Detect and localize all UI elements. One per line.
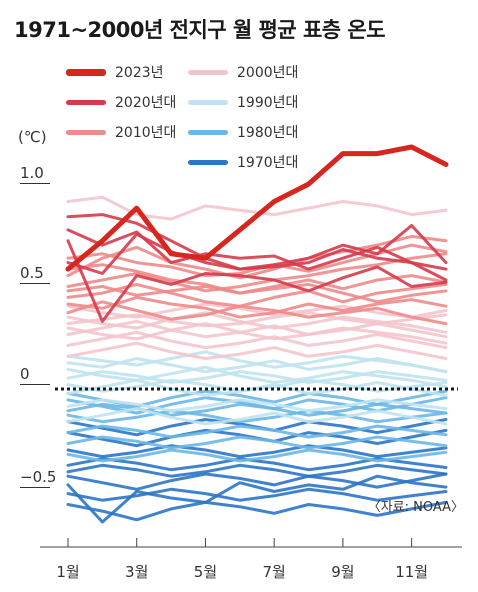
series-line-17 bbox=[66, 330, 448, 350]
legend-label-2010s: 2010년대 bbox=[115, 125, 177, 141]
series-line-14 bbox=[66, 319, 448, 339]
series-line-30 bbox=[66, 409, 448, 424]
series-line-10 bbox=[66, 263, 448, 295]
series-line-9 bbox=[66, 295, 448, 319]
legend-swatch-2020s bbox=[66, 99, 106, 105]
series-line-8 bbox=[66, 282, 448, 308]
legend-label-1980s: 1980년대 bbox=[237, 125, 299, 141]
x-tick-label-1: 3월 bbox=[125, 563, 148, 581]
legend-swatch-2000s bbox=[188, 69, 228, 75]
legend-label-2000s: 2000년대 bbox=[237, 65, 299, 81]
series-line-27 bbox=[66, 407, 448, 426]
x-tick-label-5: 11월 bbox=[395, 563, 428, 581]
series-line-21 bbox=[66, 357, 448, 374]
legend-item-1980s: 1980년대 bbox=[188, 122, 298, 142]
legend-item-1970s: 1970년대 bbox=[188, 152, 298, 172]
legend-label-1990s: 1990년대 bbox=[237, 95, 299, 111]
legend-swatch-2010s bbox=[66, 129, 106, 135]
y-tick-1-0: 1.0 bbox=[20, 164, 50, 184]
series-line-3 bbox=[66, 239, 448, 323]
x-tick-label-0: 1월 bbox=[56, 563, 79, 581]
series-line-40 bbox=[66, 487, 448, 502]
series-line-37 bbox=[66, 444, 448, 459]
legend-item-1990s: 1990년대 bbox=[188, 92, 298, 112]
series-line-44 bbox=[66, 463, 448, 478]
series-line-13 bbox=[66, 311, 448, 328]
series-line-7 bbox=[66, 252, 448, 293]
legend-swatch-1980s bbox=[188, 129, 228, 135]
legend-item-2023: 2023년 bbox=[66, 62, 164, 82]
legend-swatch-1970s bbox=[188, 159, 228, 165]
series-line-39 bbox=[66, 472, 448, 491]
series-line-32 bbox=[66, 389, 448, 408]
series-line-29 bbox=[66, 396, 448, 415]
x-tick-layer: 1월 3월 5월 7월 9월 11월 bbox=[56, 538, 428, 581]
legend-swatch-2023 bbox=[66, 68, 106, 76]
series-line-25 bbox=[66, 398, 448, 413]
series-line-31 bbox=[66, 424, 448, 439]
y-tick-0: 0 bbox=[20, 365, 50, 385]
legend-swatch-1990s bbox=[188, 99, 228, 105]
series-line-41 bbox=[66, 500, 448, 522]
y-axis-unit: (℃) bbox=[18, 128, 47, 146]
series-line-20 bbox=[66, 322, 448, 345]
series-line-19 bbox=[66, 341, 448, 360]
legend-item-2000s: 2000년대 bbox=[188, 62, 298, 82]
legend-item-2020s: 2020년대 bbox=[66, 92, 176, 112]
series-line-1 bbox=[66, 213, 448, 282]
series-line-5 bbox=[66, 234, 448, 280]
legend-label-2020s: 2020년대 bbox=[115, 95, 177, 111]
legend-item-2010s: 2010년대 bbox=[66, 122, 176, 142]
source-note: 〈자료: NOAA〉 bbox=[367, 500, 464, 515]
series-line-23 bbox=[66, 378, 448, 397]
y-tick-neg-0-5: −0.5 bbox=[20, 468, 57, 488]
series-line-34 bbox=[66, 448, 448, 463]
x-tick-label-2: 5월 bbox=[194, 563, 217, 581]
x-tick-label-4: 9월 bbox=[331, 563, 354, 581]
chart-title: 1971~2000년 전지구 월 평균 표층 온도 bbox=[14, 18, 386, 42]
series-line-0 bbox=[65, 144, 449, 272]
series-layer bbox=[65, 144, 449, 524]
x-tick-label-3: 7월 bbox=[263, 563, 286, 581]
series-line-11 bbox=[66, 300, 448, 326]
y-tick-0-5: 0.5 bbox=[20, 264, 50, 284]
legend-label-1970s: 1970년대 bbox=[237, 155, 299, 171]
series-line-26 bbox=[66, 365, 448, 389]
series-line-33 bbox=[66, 435, 448, 450]
series-line-22 bbox=[66, 370, 448, 384]
legend-label-2023: 2023년 bbox=[115, 65, 164, 81]
